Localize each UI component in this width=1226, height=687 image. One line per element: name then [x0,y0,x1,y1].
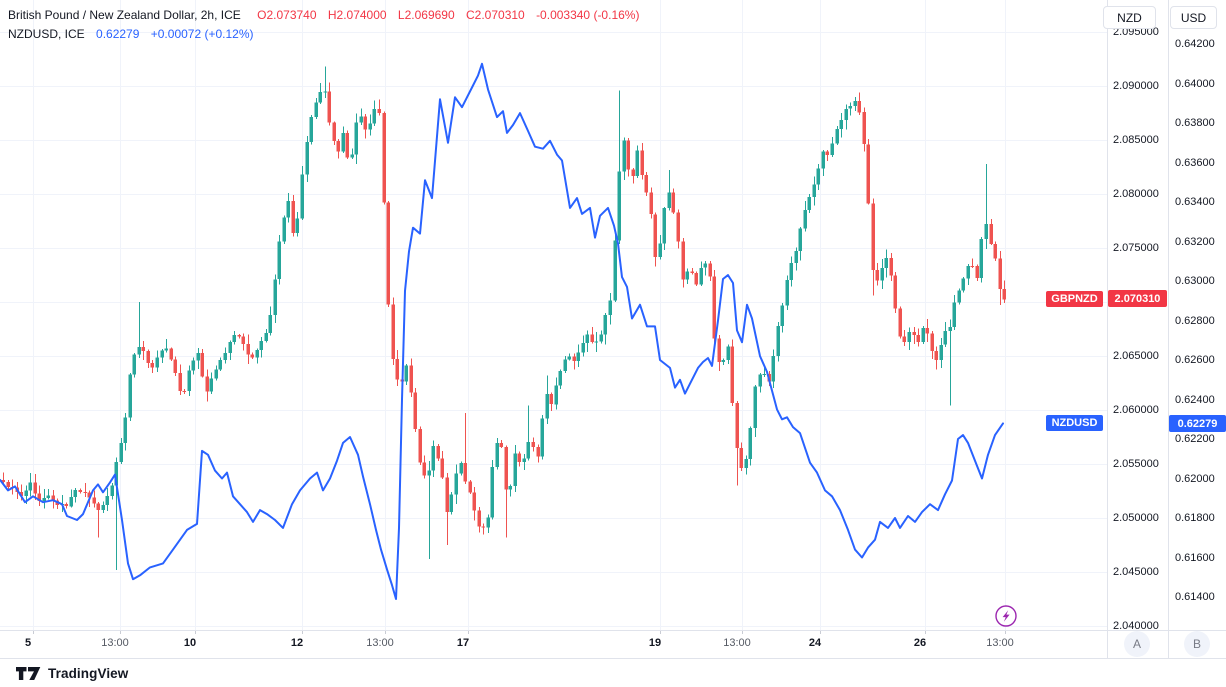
price-chart-canvas[interactable] [0,0,1107,630]
axis-tick-label: 2.095000 [1113,26,1159,38]
axis-tick-label: 0.62400 [1175,394,1215,406]
usd-scale-button[interactable]: USD [1170,6,1217,29]
time-axis-border [0,630,1226,631]
ohlc-change: -0.003340 (-0.16%) [536,8,640,22]
gbpnzd-price-badge: 2.070310 [1108,290,1167,307]
time-axis-label: 13:00 [723,637,751,649]
symbol-legend-gbpnzd[interactable]: British Pound / New Zealand Dollar, 2h, … [8,8,639,22]
tradingview-brand-text: TradingView [48,665,129,681]
time-axis-label: 19 [648,637,662,649]
time-tick [742,630,743,634]
time-axis[interactable]: 5 13:00 10 12 13:00 17 19 13:00 24 26 13:00 [0,630,1226,658]
time-axis-label: 17 [456,637,470,649]
overlay-last: 0.62279 [96,27,140,41]
time-axis-label: 24 [808,637,822,649]
axis-tick-label: 2.045000 [1113,566,1159,578]
footer: TradingView [0,659,1226,687]
tradingview-logo-icon [16,666,41,680]
axis-tick-label: 2.040000 [1113,620,1159,632]
scale-b-button[interactable]: B [1184,631,1210,657]
time-axis-label: 13:00 [101,637,129,649]
gbpnzd-candles [1,66,1007,570]
axis-tick-label: 0.63200 [1175,236,1215,248]
axis-tick-label: 2.090000 [1113,80,1159,92]
nzdusd-label-pill: NZDUSD [1046,415,1103,431]
time-tick [468,630,469,634]
time-tick [195,630,196,634]
axis-tick-label: 0.61400 [1175,591,1215,603]
axis-separator-2 [1168,0,1169,658]
axis-tick-label: 2.080000 [1113,188,1159,200]
ohlc-open: O2.073740 [257,8,317,22]
nzd-scale-button[interactable]: NZD [1103,6,1156,29]
axis-tick-label: 2.075000 [1113,242,1159,254]
axis-tick-label: 0.62200 [1175,433,1215,445]
chart-grid [0,0,1107,630]
lightning-icon [995,605,1017,627]
axis-tick-label: 0.61800 [1175,512,1215,524]
scale-a-button[interactable]: A [1124,631,1150,657]
time-tick [820,630,821,634]
ohlc-high: H2.074000 [327,8,387,22]
time-tick [120,630,121,634]
axis-tick-label: 0.62800 [1175,315,1215,327]
ohlc-low: L2.069690 [397,8,455,22]
axis-tick-label: 0.62600 [1175,354,1215,366]
time-tick [660,630,661,634]
footer-border [0,658,1226,659]
axis-separator-1 [1107,0,1108,658]
time-tick [925,630,926,634]
overlay-change: +0.00072 (+0.12%) [150,27,254,41]
axis-tick-label: 2.050000 [1113,512,1159,524]
axis-tick-label: 2.055000 [1113,458,1159,470]
overlay-title: NZDUSD, ICE [8,27,85,41]
nzdusd-price-badge: 0.62279 [1169,415,1226,432]
tradingview-logo[interactable]: TradingView [16,666,128,681]
symbol-title: British Pound / New Zealand Dollar, 2h, … [8,8,241,22]
time-tick [33,630,34,634]
axis-tick-label: 0.61600 [1175,552,1215,564]
time-axis-label: 12 [290,637,304,649]
nzdusd-line [0,62,1004,600]
time-axis-label: 10 [183,637,197,649]
axis-tick-label: 2.065000 [1113,350,1159,362]
price-axis-gbpnzd[interactable]: 2.095000 2.090000 2.085000 2.080000 2.075000… [1108,0,1168,632]
axis-tick-label: 0.64000 [1175,78,1215,90]
axis-tick-label: 0.64200 [1175,38,1215,50]
gbpnzd-label-pill: GBPNZD [1046,291,1103,307]
time-tick [1005,630,1006,634]
axis-tick-label: 0.63800 [1175,117,1215,129]
axis-tick-label: 0.63000 [1175,275,1215,287]
price-axis-nzdusd[interactable]: 0.64200 0.64000 0.63800 0.63600 0.63400 0.632… [1169,0,1226,630]
events-marker[interactable] [994,604,1018,628]
ohlc-close: C2.070310 [466,8,525,22]
time-axis-label: 26 [913,637,927,649]
time-tick [302,630,303,634]
axis-tick-label: 2.085000 [1113,134,1159,146]
time-axis-label: 13:00 [986,637,1014,649]
axis-tick-label: 2.060000 [1113,404,1159,416]
time-tick [385,630,386,634]
time-axis-label: 13:00 [366,637,394,649]
time-axis-label: 5 [24,637,32,649]
axis-tick-label: 0.63400 [1175,196,1215,208]
axis-tick-label: 0.63600 [1175,157,1215,169]
symbol-legend-nzdusd[interactable]: NZDUSD, ICE 0.62279 +0.00072 (+0.12%) [8,27,254,41]
axis-tick-label: 0.62000 [1175,473,1215,485]
